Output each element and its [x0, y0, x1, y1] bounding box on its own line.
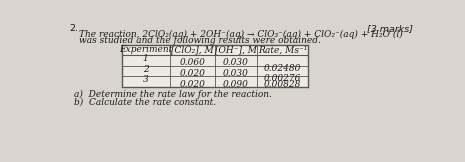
Text: The reaction, 2ClO₂(aq) + 2OH⁻(aq) → ClO₃⁻(aq) + ClO₂⁻(aq) + H₂O (l): The reaction, 2ClO₂(aq) + 2OH⁻(aq) → ClO… [79, 29, 403, 39]
Text: 1: 1 [143, 54, 149, 63]
Text: 0.060: 0.060 [179, 58, 205, 67]
Text: 3: 3 [143, 75, 149, 84]
Text: [3 marks]: [3 marks] [367, 24, 413, 33]
Text: 0.030: 0.030 [223, 58, 249, 67]
Text: was studied and the following results were obtained.: was studied and the following results we… [79, 36, 321, 45]
Text: 0.02480: 0.02480 [264, 64, 301, 73]
Text: 0.090: 0.090 [223, 80, 249, 89]
Text: 0.020: 0.020 [179, 80, 205, 89]
Text: 0.00276: 0.00276 [264, 74, 301, 83]
Text: 0.00828: 0.00828 [264, 80, 301, 89]
Text: Experiment: Experiment [119, 45, 173, 54]
Text: 2: 2 [143, 65, 149, 74]
Text: a)  Determine the rate law for the reaction.: a) Determine the rate law for the reacti… [73, 90, 272, 99]
Text: 0.030: 0.030 [223, 69, 249, 78]
Text: Rate, Ms⁻¹: Rate, Ms⁻¹ [258, 45, 307, 54]
Text: [OH⁻], M: [OH⁻], M [215, 45, 257, 54]
Text: b)  Calculate the rate constant.: b) Calculate the rate constant. [73, 98, 216, 107]
Text: [ClO₂], M: [ClO₂], M [171, 45, 213, 54]
Text: 0.020: 0.020 [179, 69, 205, 78]
Bar [122, 45, 308, 87]
Text: 2.: 2. [69, 24, 78, 33]
